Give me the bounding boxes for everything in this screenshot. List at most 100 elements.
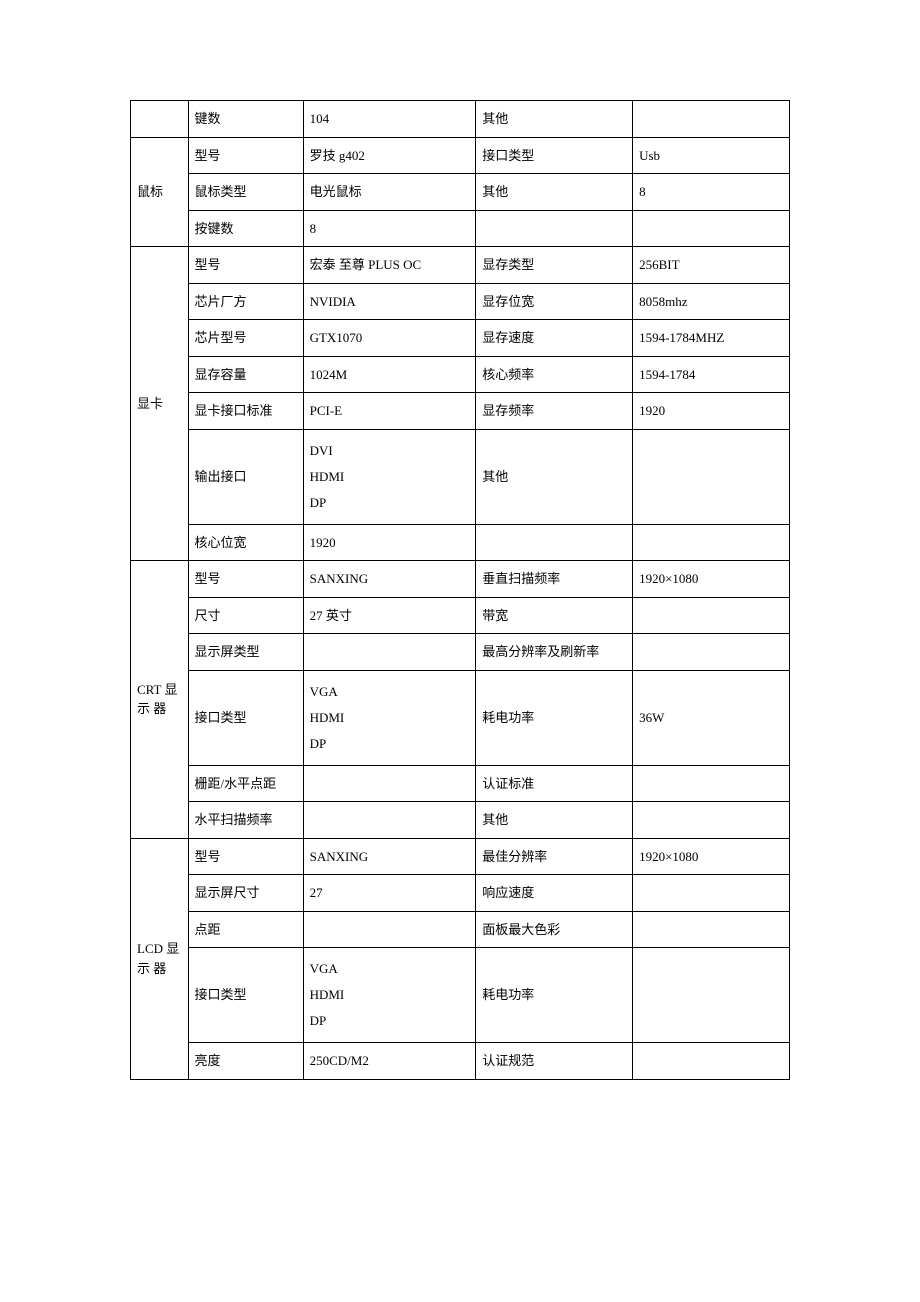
table-row: CRT 显 示 器 型号 SANXING 垂直扫描频率 1920×1080 (131, 561, 790, 598)
document-page: 键数 104 其他 鼠标 型号 罗技 g402 接口类型 Usb 鼠标类型 电光… (0, 0, 920, 1302)
value-cell: 1920×1080 (633, 561, 790, 598)
key-cell: 芯片型号 (188, 320, 303, 357)
key-cell: 型号 (188, 137, 303, 174)
table-row: 输出接口 DVIHDMIDP 其他 (131, 429, 790, 524)
category-lcd: LCD 显 示 器 (131, 838, 189, 1079)
key-cell: 其他 (476, 802, 633, 839)
key-cell: 型号 (188, 247, 303, 284)
key-cell: 型号 (188, 838, 303, 875)
key-cell: 显示屏尺寸 (188, 875, 303, 912)
category-crt: CRT 显 示 器 (131, 561, 189, 839)
key-cell: 水平扫描频率 (188, 802, 303, 839)
table-row: 显卡 型号 宏泰 至尊 PLUS OC 显存类型 256BIT (131, 247, 790, 284)
table-row: 鼠标 型号 罗技 g402 接口类型 Usb (131, 137, 790, 174)
key-cell: 接口类型 (188, 948, 303, 1043)
value-cell (303, 911, 476, 948)
category-mouse: 鼠标 (131, 137, 189, 247)
table-row: 水平扫描频率 其他 (131, 802, 790, 839)
key-cell: 接口类型 (476, 137, 633, 174)
key-cell: 面板最大色彩 (476, 911, 633, 948)
value-cell: 宏泰 至尊 PLUS OC (303, 247, 476, 284)
key-cell: 带宽 (476, 597, 633, 634)
key-cell: 显存频率 (476, 393, 633, 430)
key-cell: 输出接口 (188, 429, 303, 524)
key-cell: 其他 (476, 429, 633, 524)
key-cell: 芯片厂方 (188, 283, 303, 320)
value-cell (633, 634, 790, 671)
key-cell: 键数 (188, 101, 303, 138)
value-cell (633, 524, 790, 561)
key-cell: 最高分辨率及刷新率 (476, 634, 633, 671)
key-cell: 耗电功率 (476, 670, 633, 765)
value-cell: 1920×1080 (633, 838, 790, 875)
value-cell (633, 948, 790, 1043)
key-cell: 型号 (188, 561, 303, 598)
value-cell: SANXING (303, 561, 476, 598)
key-cell (476, 524, 633, 561)
key-cell: 按键数 (188, 210, 303, 247)
value-cell (633, 911, 790, 948)
table-row: 栅距/水平点距 认证标准 (131, 765, 790, 802)
value-cell: 8 (303, 210, 476, 247)
value-cell (633, 210, 790, 247)
spec-table: 键数 104 其他 鼠标 型号 罗技 g402 接口类型 Usb 鼠标类型 电光… (130, 100, 790, 1080)
value-cell: 256BIT (633, 247, 790, 284)
value-cell: 罗技 g402 (303, 137, 476, 174)
key-cell: 其他 (476, 174, 633, 211)
value-cell (633, 429, 790, 524)
value-cell: PCI-E (303, 393, 476, 430)
table-row: 显示屏尺寸 27 响应速度 (131, 875, 790, 912)
key-cell (476, 210, 633, 247)
value-cell: Usb (633, 137, 790, 174)
table-row: 鼠标类型 电光鼠标 其他 8 (131, 174, 790, 211)
table-row: 按键数 8 (131, 210, 790, 247)
value-cell: 1594-1784 (633, 356, 790, 393)
key-cell: 其他 (476, 101, 633, 138)
value-cell (633, 101, 790, 138)
value-cell: VGAHDMIDP (303, 948, 476, 1043)
value-cell (303, 802, 476, 839)
table-row: 显存容量 1024M 核心频率 1594-1784 (131, 356, 790, 393)
key-cell: 显卡接口标准 (188, 393, 303, 430)
value-cell: DVIHDMIDP (303, 429, 476, 524)
key-cell: 耗电功率 (476, 948, 633, 1043)
key-cell: 垂直扫描频率 (476, 561, 633, 598)
value-cell: 250CD/M2 (303, 1043, 476, 1080)
table-row: 尺寸 27 英寸 带宽 (131, 597, 790, 634)
value-cell: 1920 (303, 524, 476, 561)
key-cell: 点距 (188, 911, 303, 948)
value-cell: GTX1070 (303, 320, 476, 357)
value-cell: 8 (633, 174, 790, 211)
table-row: 显示屏类型 最高分辨率及刷新率 (131, 634, 790, 671)
value-cell: 27 英寸 (303, 597, 476, 634)
table-row: 接口类型 VGAHDMIDP 耗电功率 (131, 948, 790, 1043)
key-cell: 核心频率 (476, 356, 633, 393)
key-cell: 栅距/水平点距 (188, 765, 303, 802)
category-gpu: 显卡 (131, 247, 189, 561)
value-cell (633, 875, 790, 912)
value-cell: VGAHDMIDP (303, 670, 476, 765)
value-cell (633, 597, 790, 634)
table-row: 接口类型 VGAHDMIDP 耗电功率 36W (131, 670, 790, 765)
key-cell: 显存速度 (476, 320, 633, 357)
value-cell: 27 (303, 875, 476, 912)
value-cell: SANXING (303, 838, 476, 875)
key-cell: 接口类型 (188, 670, 303, 765)
key-cell: 认证规范 (476, 1043, 633, 1080)
value-cell: 1024M (303, 356, 476, 393)
key-cell: 尺寸 (188, 597, 303, 634)
key-cell: 显存类型 (476, 247, 633, 284)
value-cell (633, 765, 790, 802)
table-row: 芯片型号 GTX1070 显存速度 1594-1784MHZ (131, 320, 790, 357)
value-cell (303, 765, 476, 802)
key-cell: 显示屏类型 (188, 634, 303, 671)
table-row: 核心位宽 1920 (131, 524, 790, 561)
value-cell: 8058mhz (633, 283, 790, 320)
value-cell (633, 1043, 790, 1080)
value-cell: 1920 (633, 393, 790, 430)
key-cell: 鼠标类型 (188, 174, 303, 211)
table-row: LCD 显 示 器 型号 SANXING 最佳分辨率 1920×1080 (131, 838, 790, 875)
table-row: 芯片厂方 NVIDIA 显存位宽 8058mhz (131, 283, 790, 320)
key-cell: 显存位宽 (476, 283, 633, 320)
value-cell (303, 634, 476, 671)
